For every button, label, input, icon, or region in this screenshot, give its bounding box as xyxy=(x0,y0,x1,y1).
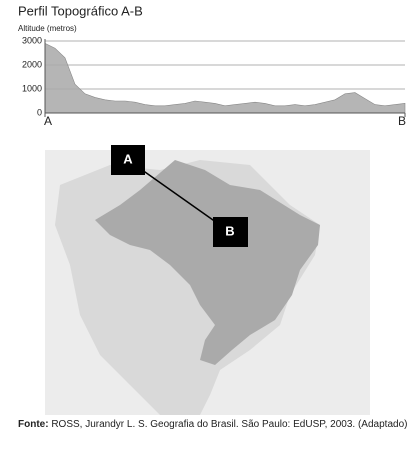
y-tick-label: 1000 xyxy=(22,83,42,93)
marker-b-label: B xyxy=(225,223,234,238)
marker-b xyxy=(213,217,248,247)
x-tick-label: B xyxy=(398,114,406,128)
marker-a xyxy=(111,145,145,175)
caption: Fonte: ROSS, Jurandyr L. S. Geografia do… xyxy=(18,418,408,431)
y-tick-label: 3000 xyxy=(22,35,42,45)
brazil xyxy=(95,160,320,365)
y-tick-label: 2000 xyxy=(22,59,42,69)
map: A B xyxy=(45,145,370,415)
y-tick-label: 0 xyxy=(37,107,42,117)
profile-area xyxy=(44,42,406,114)
chart-title: Perfil Topográfico A-B xyxy=(18,3,143,18)
caption-text: ROSS, Jurandyr L. S. Geografia do Brasil… xyxy=(51,419,408,430)
chart: Perfil Topográfico A-B Altitude (metros)… xyxy=(18,3,406,128)
y-axis-label: Altitude (metros) xyxy=(18,24,77,33)
x-tick-label: A xyxy=(44,114,52,128)
marker-a-label: A xyxy=(123,151,133,166)
caption-label: Fonte: xyxy=(18,419,49,430)
